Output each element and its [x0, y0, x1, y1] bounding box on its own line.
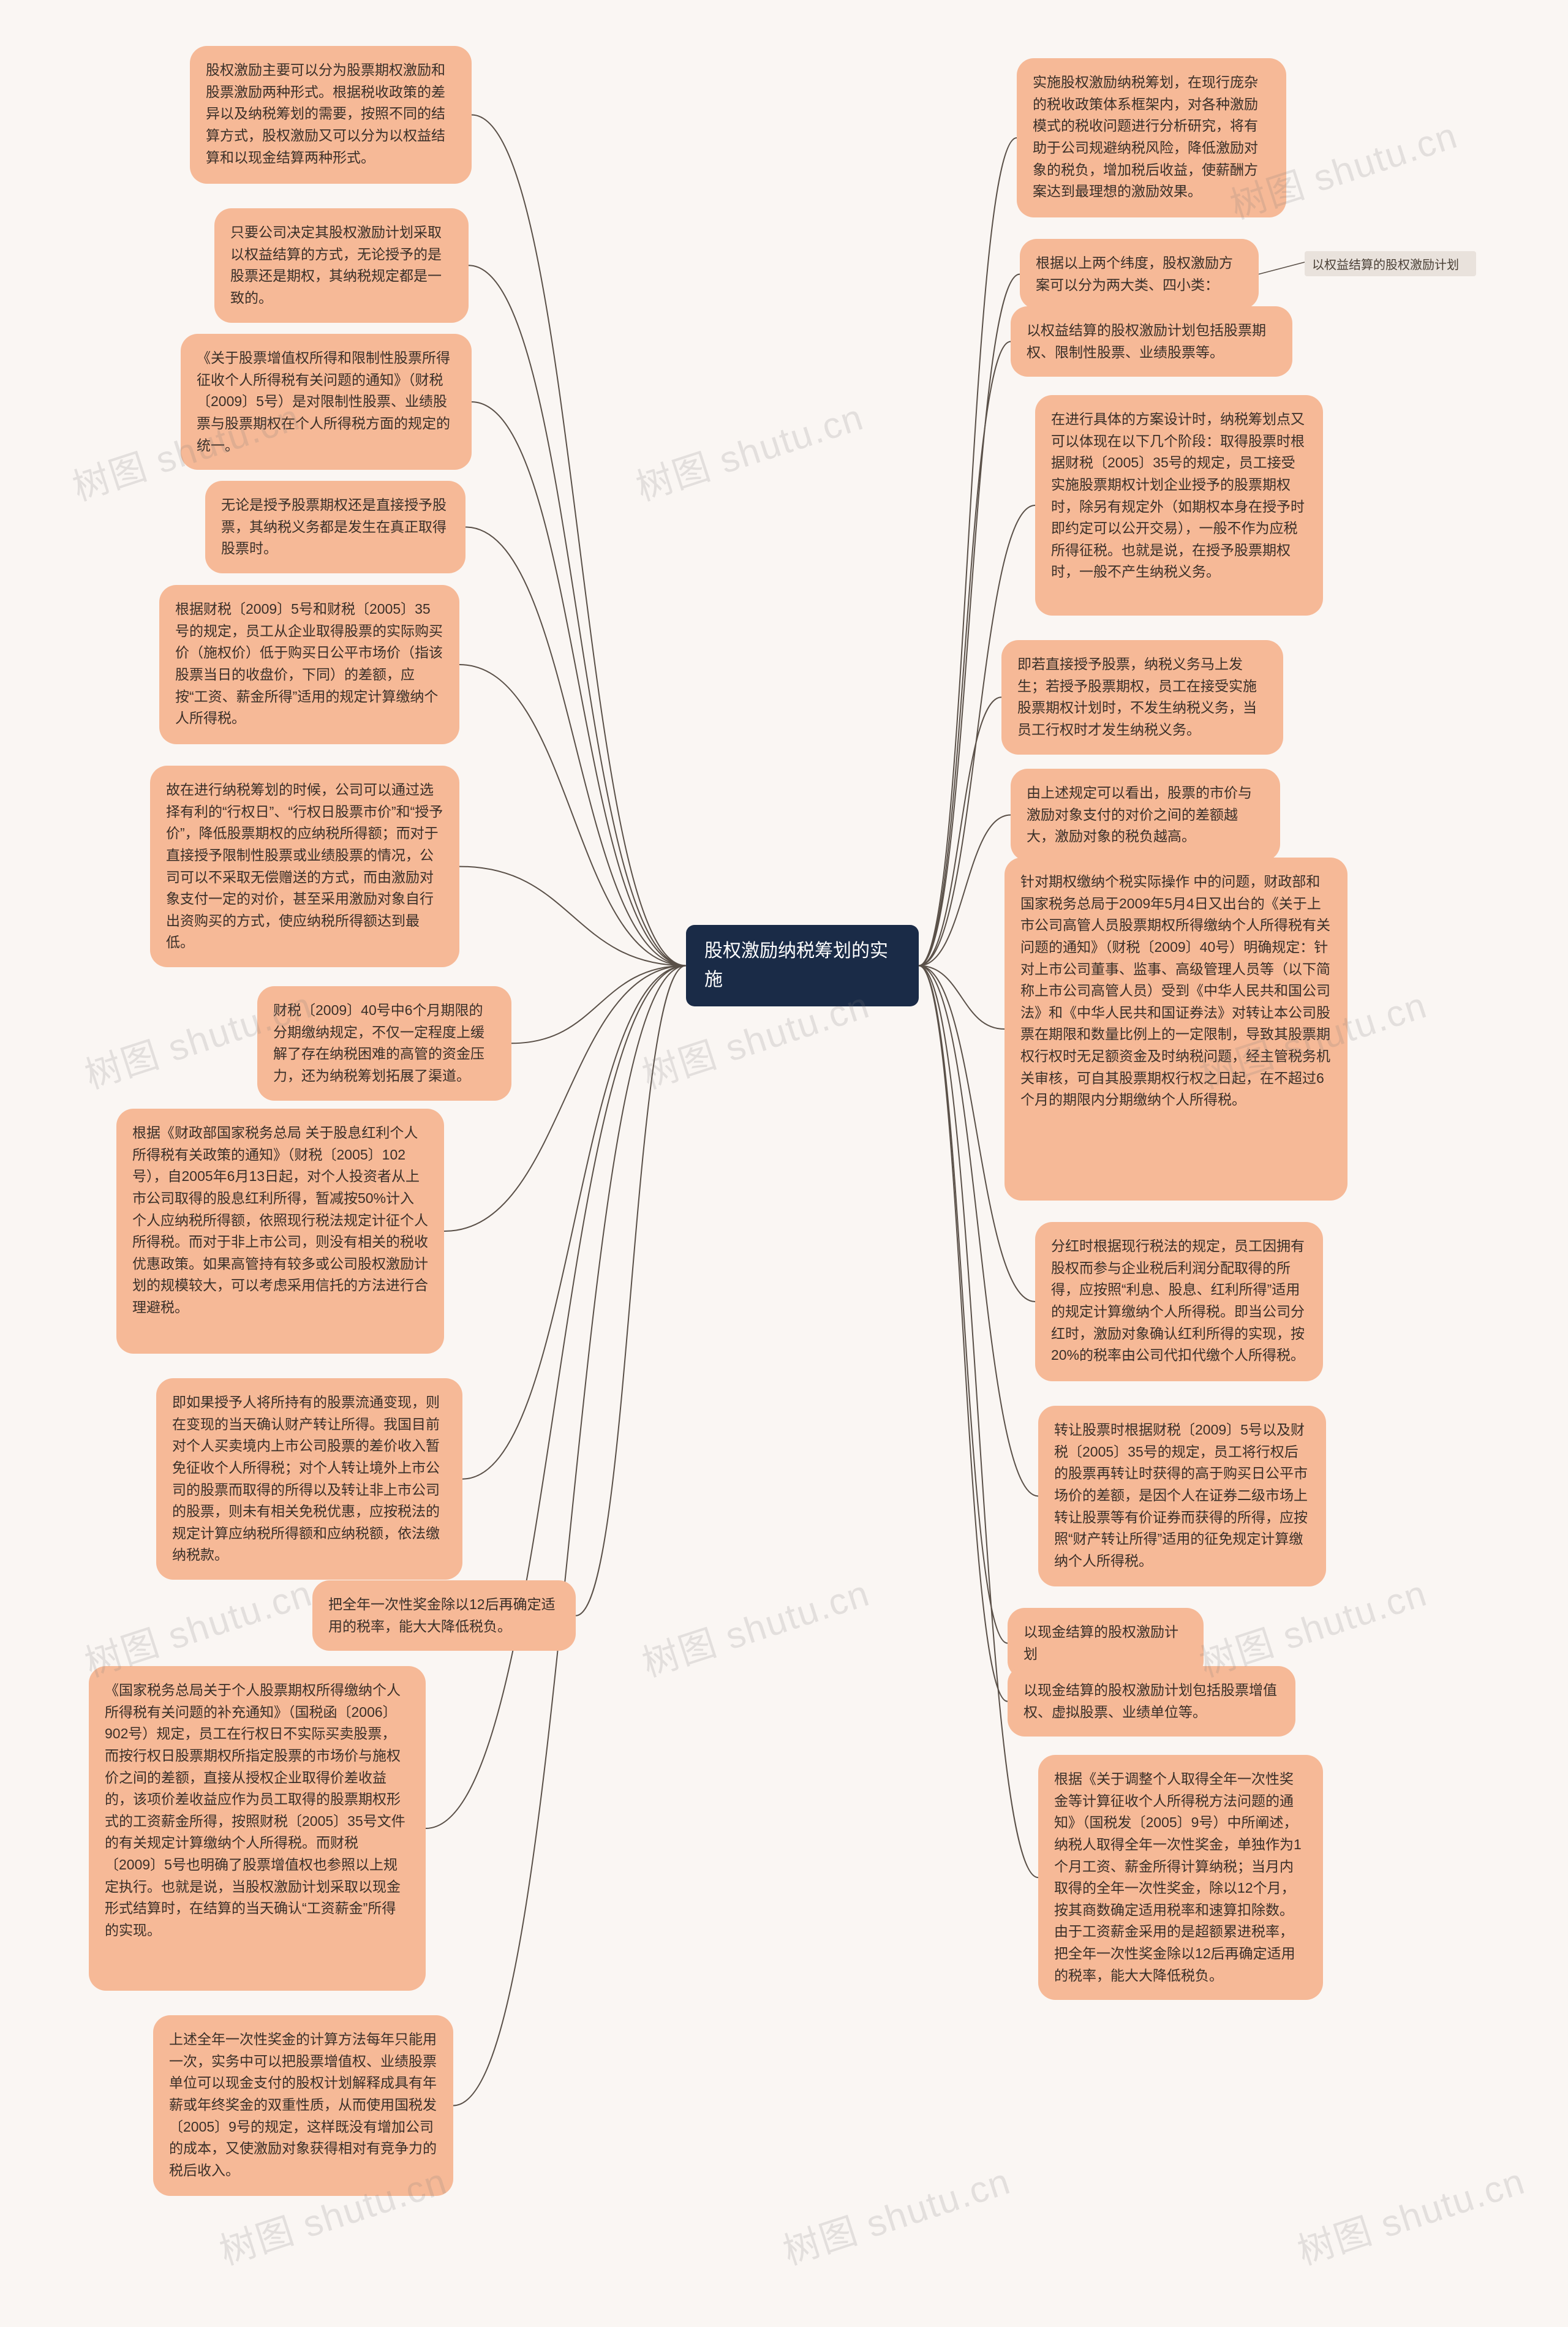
side-annotation: 以权益结算的股权激励计划: [1305, 251, 1476, 276]
center-topic: 股权激励纳税筹划的实施: [686, 925, 919, 1006]
mindmap-node-R6: 由上述规定可以看出，股票的市价与激励对象支付的对价之间的差额越大，激励对象的税负…: [1011, 769, 1280, 861]
mindmap-node-L12: 上述全年一次性奖金的计算方法每年只能用一次，实务中可以把股票增值权、业绩股票单位…: [153, 2015, 453, 2196]
mindmap-node-R1: 实施股权激励纳税筹划，在现行庞杂的税收政策体系框架内，对各种激励模式的税收问题进…: [1017, 58, 1286, 217]
mindmap-node-R8: 分红时根据现行税法的规定，员工因拥有股权而参与企业税后利润分配取得的所得，应按照…: [1035, 1222, 1323, 1381]
mindmap-node-R3: 以权益结算的股权激励计划包括股票期权、限制性股票、业绩股票等。: [1011, 306, 1292, 377]
watermark: 树图 shutu.cn: [775, 2152, 1017, 2276]
mindmap-node-R4: 在进行具体的方案设计时，纳税筹划点又可以体现在以下几个阶段：取得股票时根据财税〔…: [1035, 395, 1323, 616]
mindmap-node-L8: 根据《财政部国家税务总局 关于股息红利个人所得税有关政策的通知》（财税〔2005…: [116, 1109, 444, 1354]
mindmap-node-R5: 即若直接授予股票，纳税义务马上发生；若授予股票期权，员工在接受实施股票期权计划时…: [1001, 640, 1283, 755]
mindmap-node-R9: 转让股票时根据财税〔2009〕5号以及财税〔2005〕35号的规定，员工将行权后…: [1038, 1406, 1326, 1586]
mindmap-node-R12: 根据《关于调整个人取得全年一次性奖金等计算征收个人所得税方法问题的通知》（国税发…: [1038, 1755, 1323, 2000]
mindmap-node-L7: 财税〔2009〕40号中6个月期限的分期缴纳规定，不仅一定程度上缓解了存在纳税困…: [257, 986, 511, 1101]
watermark: 树图 shutu.cn: [1290, 2152, 1531, 2276]
mindmap-node-L11: 《国家税务总局关于个人股票期权所得缴纳个人所得税有关问题的补充通知》（国税函〔2…: [89, 1666, 426, 1991]
mindmap-node-L9: 即如果授予人将所持有的股票流通变现，则在变现的当天确认财产转让所得。我国目前对个…: [156, 1378, 462, 1580]
mindmap-node-L5: 根据财税〔2009〕5号和财税〔2005〕35号的规定，员工从企业取得股票的实际…: [159, 585, 459, 744]
watermark: 树图 shutu.cn: [628, 388, 870, 511]
mindmap-node-L1: 股权激励主要可以分为股票期权激励和股票激励两种形式。根据税收政策的差异以及纳税筹…: [190, 46, 472, 184]
mindmap-node-L2: 只要公司决定其股权激励计划采取以权益结算的方式，无论授予的是股票还是期权，其纳税…: [214, 208, 469, 323]
mindmap-node-R7: 针对期权缴纳个税实际操作 中的问题，财政部和国家税务总局于2009年5月4日又出…: [1005, 858, 1348, 1201]
mindmap-node-R11: 以现金结算的股权激励计划包括股票增值权、虚拟股票、业绩单位等。: [1008, 1666, 1295, 1737]
mindmap-node-L4: 无论是授予股票期权还是直接授予股票，其纳税义务都是发生在真正取得股票时。: [205, 481, 466, 573]
watermark: 树图 shutu.cn: [635, 1564, 876, 1688]
mindmap-node-L3: 《关于股票增值权所得和限制性股票所得征收个人所得税有关问题的通知》（财税〔200…: [181, 334, 472, 470]
mindmap-node-L6: 故在进行纳税筹划的时候，公司可以通过选择有利的“行权日”、“行权日股票市价”和“…: [150, 766, 459, 967]
mindmap-node-L10: 把全年一次性奖金除以12后再确定适用的税率，能大大降低税负。: [312, 1580, 576, 1651]
mindmap-node-R2: 根据以上两个纬度，股权激励方案可以分为两大类、四小类：: [1020, 239, 1259, 309]
